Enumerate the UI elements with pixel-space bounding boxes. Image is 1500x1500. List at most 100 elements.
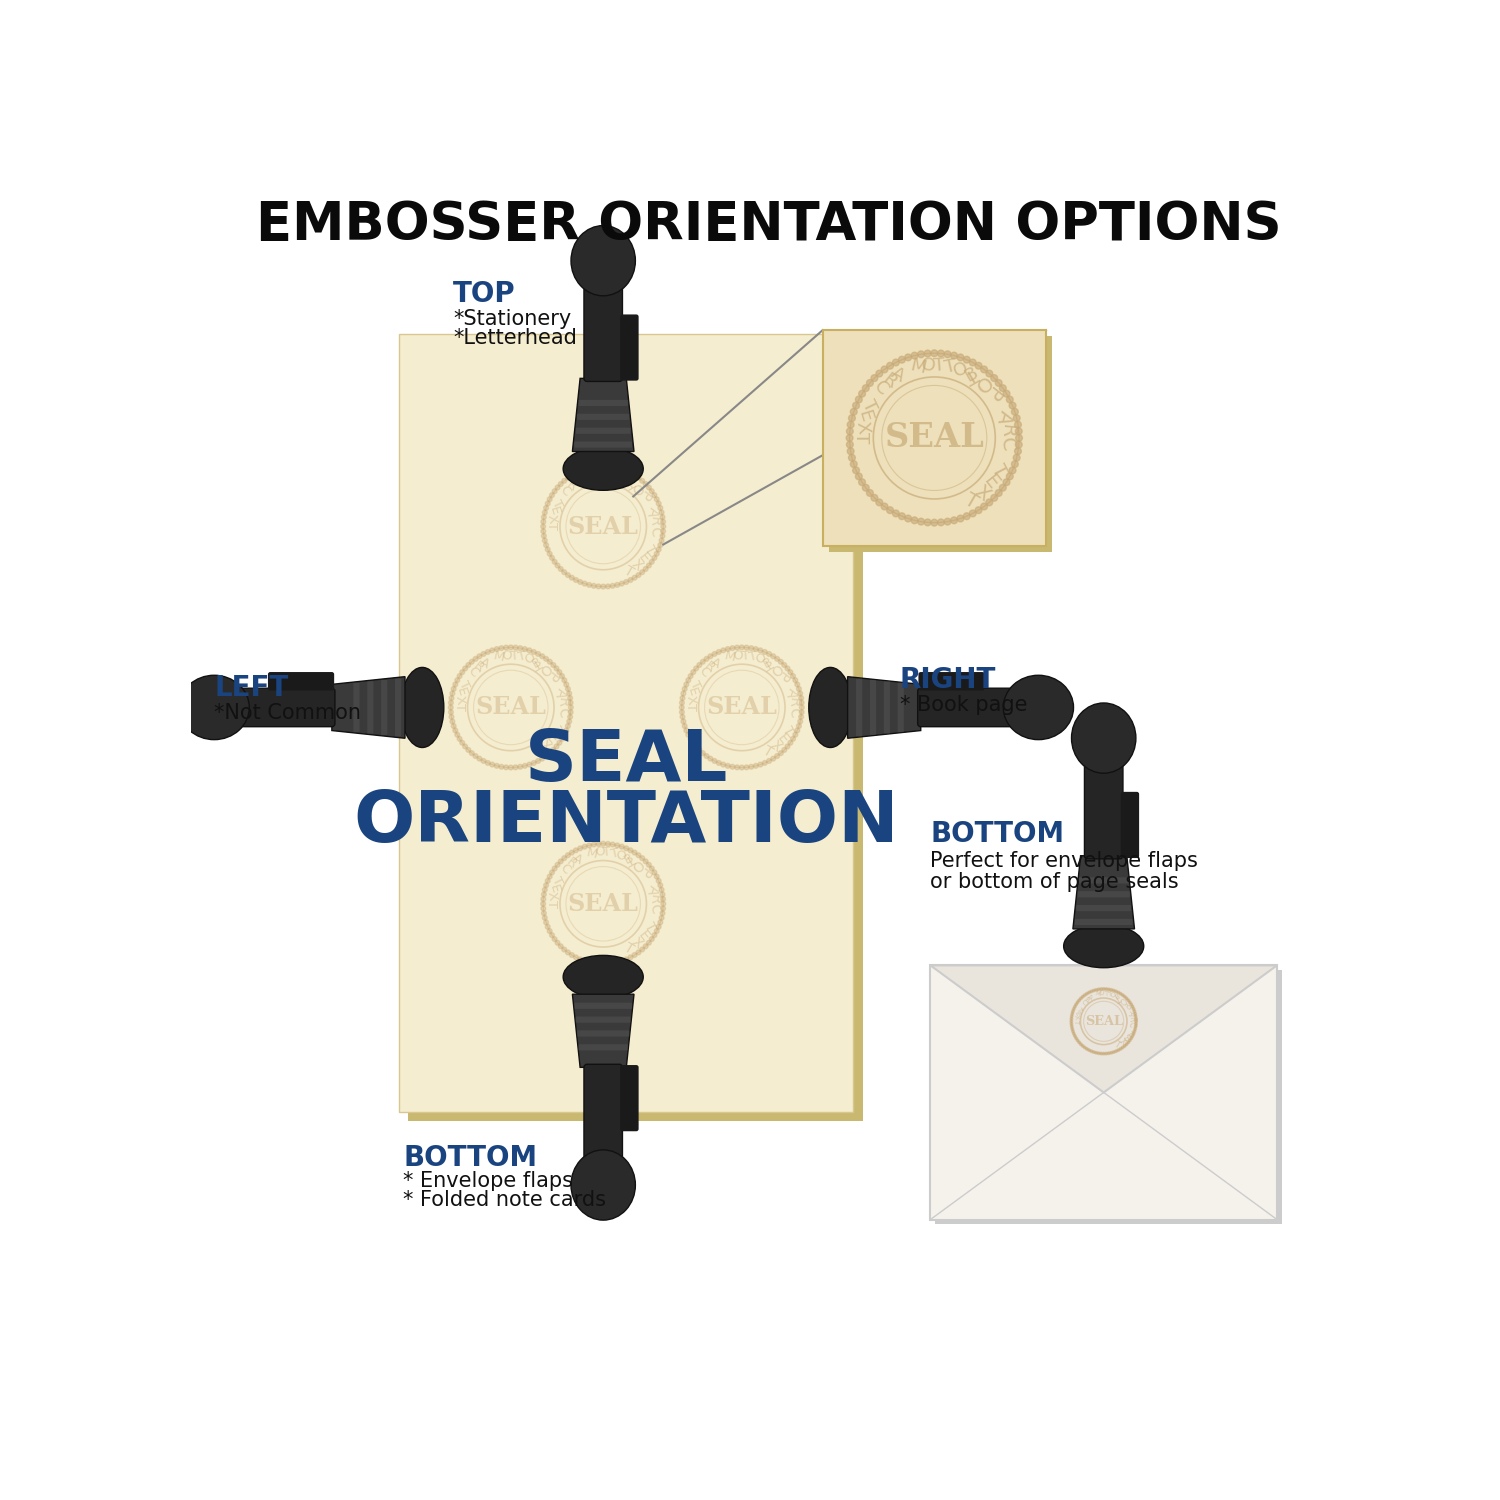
Circle shape bbox=[536, 651, 540, 657]
Circle shape bbox=[681, 718, 686, 724]
Circle shape bbox=[482, 759, 486, 764]
Text: T: T bbox=[960, 489, 981, 513]
Text: X: X bbox=[453, 694, 466, 705]
FancyBboxPatch shape bbox=[918, 688, 1024, 726]
Circle shape bbox=[660, 906, 666, 910]
Circle shape bbox=[646, 562, 651, 568]
Circle shape bbox=[1088, 992, 1090, 994]
Circle shape bbox=[1134, 1023, 1137, 1025]
Text: M: M bbox=[909, 357, 928, 378]
Circle shape bbox=[682, 723, 687, 729]
Circle shape bbox=[657, 924, 662, 928]
Circle shape bbox=[762, 760, 766, 765]
Text: O: O bbox=[753, 651, 768, 668]
Circle shape bbox=[562, 946, 567, 952]
Circle shape bbox=[549, 555, 555, 561]
Circle shape bbox=[657, 879, 662, 884]
Ellipse shape bbox=[562, 447, 644, 491]
Text: A: A bbox=[783, 687, 800, 699]
Text: C: C bbox=[558, 861, 573, 876]
Circle shape bbox=[562, 570, 567, 574]
Text: TOP: TOP bbox=[453, 280, 516, 308]
Text: T: T bbox=[1113, 992, 1122, 1002]
Circle shape bbox=[610, 960, 615, 966]
Circle shape bbox=[518, 645, 522, 651]
Circle shape bbox=[850, 460, 856, 468]
Text: B: B bbox=[622, 474, 636, 489]
Circle shape bbox=[522, 646, 526, 651]
Circle shape bbox=[615, 582, 620, 588]
Circle shape bbox=[1083, 1046, 1086, 1048]
Circle shape bbox=[932, 519, 938, 526]
Circle shape bbox=[1124, 1044, 1126, 1047]
Circle shape bbox=[726, 646, 730, 651]
Circle shape bbox=[910, 352, 918, 358]
Circle shape bbox=[573, 956, 579, 960]
Circle shape bbox=[1076, 1040, 1078, 1041]
Circle shape bbox=[566, 853, 570, 858]
Circle shape bbox=[566, 573, 570, 578]
Circle shape bbox=[798, 692, 802, 696]
Circle shape bbox=[684, 728, 688, 734]
Circle shape bbox=[562, 855, 567, 861]
Circle shape bbox=[578, 468, 582, 474]
Circle shape bbox=[450, 718, 454, 724]
Circle shape bbox=[1014, 422, 1022, 428]
Circle shape bbox=[910, 518, 918, 524]
Circle shape bbox=[692, 741, 696, 746]
Circle shape bbox=[556, 669, 562, 675]
Circle shape bbox=[610, 584, 615, 588]
Circle shape bbox=[1106, 988, 1107, 990]
Circle shape bbox=[849, 416, 855, 422]
Circle shape bbox=[560, 674, 564, 678]
Circle shape bbox=[636, 853, 640, 858]
Text: T: T bbox=[530, 654, 544, 670]
Circle shape bbox=[562, 678, 567, 682]
Circle shape bbox=[880, 366, 888, 374]
Circle shape bbox=[1080, 1042, 1082, 1046]
Circle shape bbox=[644, 482, 648, 486]
Circle shape bbox=[658, 915, 664, 920]
Circle shape bbox=[700, 750, 705, 756]
Circle shape bbox=[448, 714, 454, 718]
Circle shape bbox=[726, 764, 730, 768]
Text: T: T bbox=[544, 522, 558, 531]
Text: T: T bbox=[858, 398, 879, 416]
Circle shape bbox=[546, 924, 550, 928]
Circle shape bbox=[1110, 988, 1113, 992]
Circle shape bbox=[540, 756, 544, 760]
Circle shape bbox=[1016, 441, 1022, 448]
Circle shape bbox=[1134, 1016, 1137, 1017]
Circle shape bbox=[996, 380, 1002, 387]
Circle shape bbox=[632, 850, 638, 855]
Text: P: P bbox=[543, 668, 560, 682]
Circle shape bbox=[570, 472, 574, 477]
Circle shape bbox=[1076, 1000, 1078, 1004]
Circle shape bbox=[552, 560, 556, 564]
Text: ORIENTATION: ORIENTATION bbox=[354, 789, 898, 858]
Text: R: R bbox=[564, 478, 579, 494]
Circle shape bbox=[1098, 1052, 1100, 1054]
Circle shape bbox=[555, 862, 560, 867]
Text: B: B bbox=[622, 850, 636, 867]
Circle shape bbox=[975, 507, 982, 513]
Circle shape bbox=[460, 669, 465, 675]
Text: T: T bbox=[603, 468, 612, 482]
Circle shape bbox=[969, 510, 976, 518]
Circle shape bbox=[548, 660, 552, 664]
Circle shape bbox=[855, 472, 862, 480]
Circle shape bbox=[1122, 1046, 1124, 1048]
Text: M: M bbox=[1094, 990, 1101, 998]
Circle shape bbox=[708, 654, 712, 658]
Circle shape bbox=[1119, 993, 1122, 994]
Circle shape bbox=[650, 865, 654, 871]
FancyBboxPatch shape bbox=[394, 678, 400, 736]
Bar bbox=[830, 336, 1052, 552]
Text: X: X bbox=[544, 891, 560, 902]
Circle shape bbox=[1107, 1052, 1110, 1054]
Text: SEAL: SEAL bbox=[706, 696, 777, 720]
Circle shape bbox=[542, 530, 546, 534]
Circle shape bbox=[852, 402, 859, 410]
Circle shape bbox=[570, 952, 574, 957]
Text: T: T bbox=[1107, 992, 1113, 998]
